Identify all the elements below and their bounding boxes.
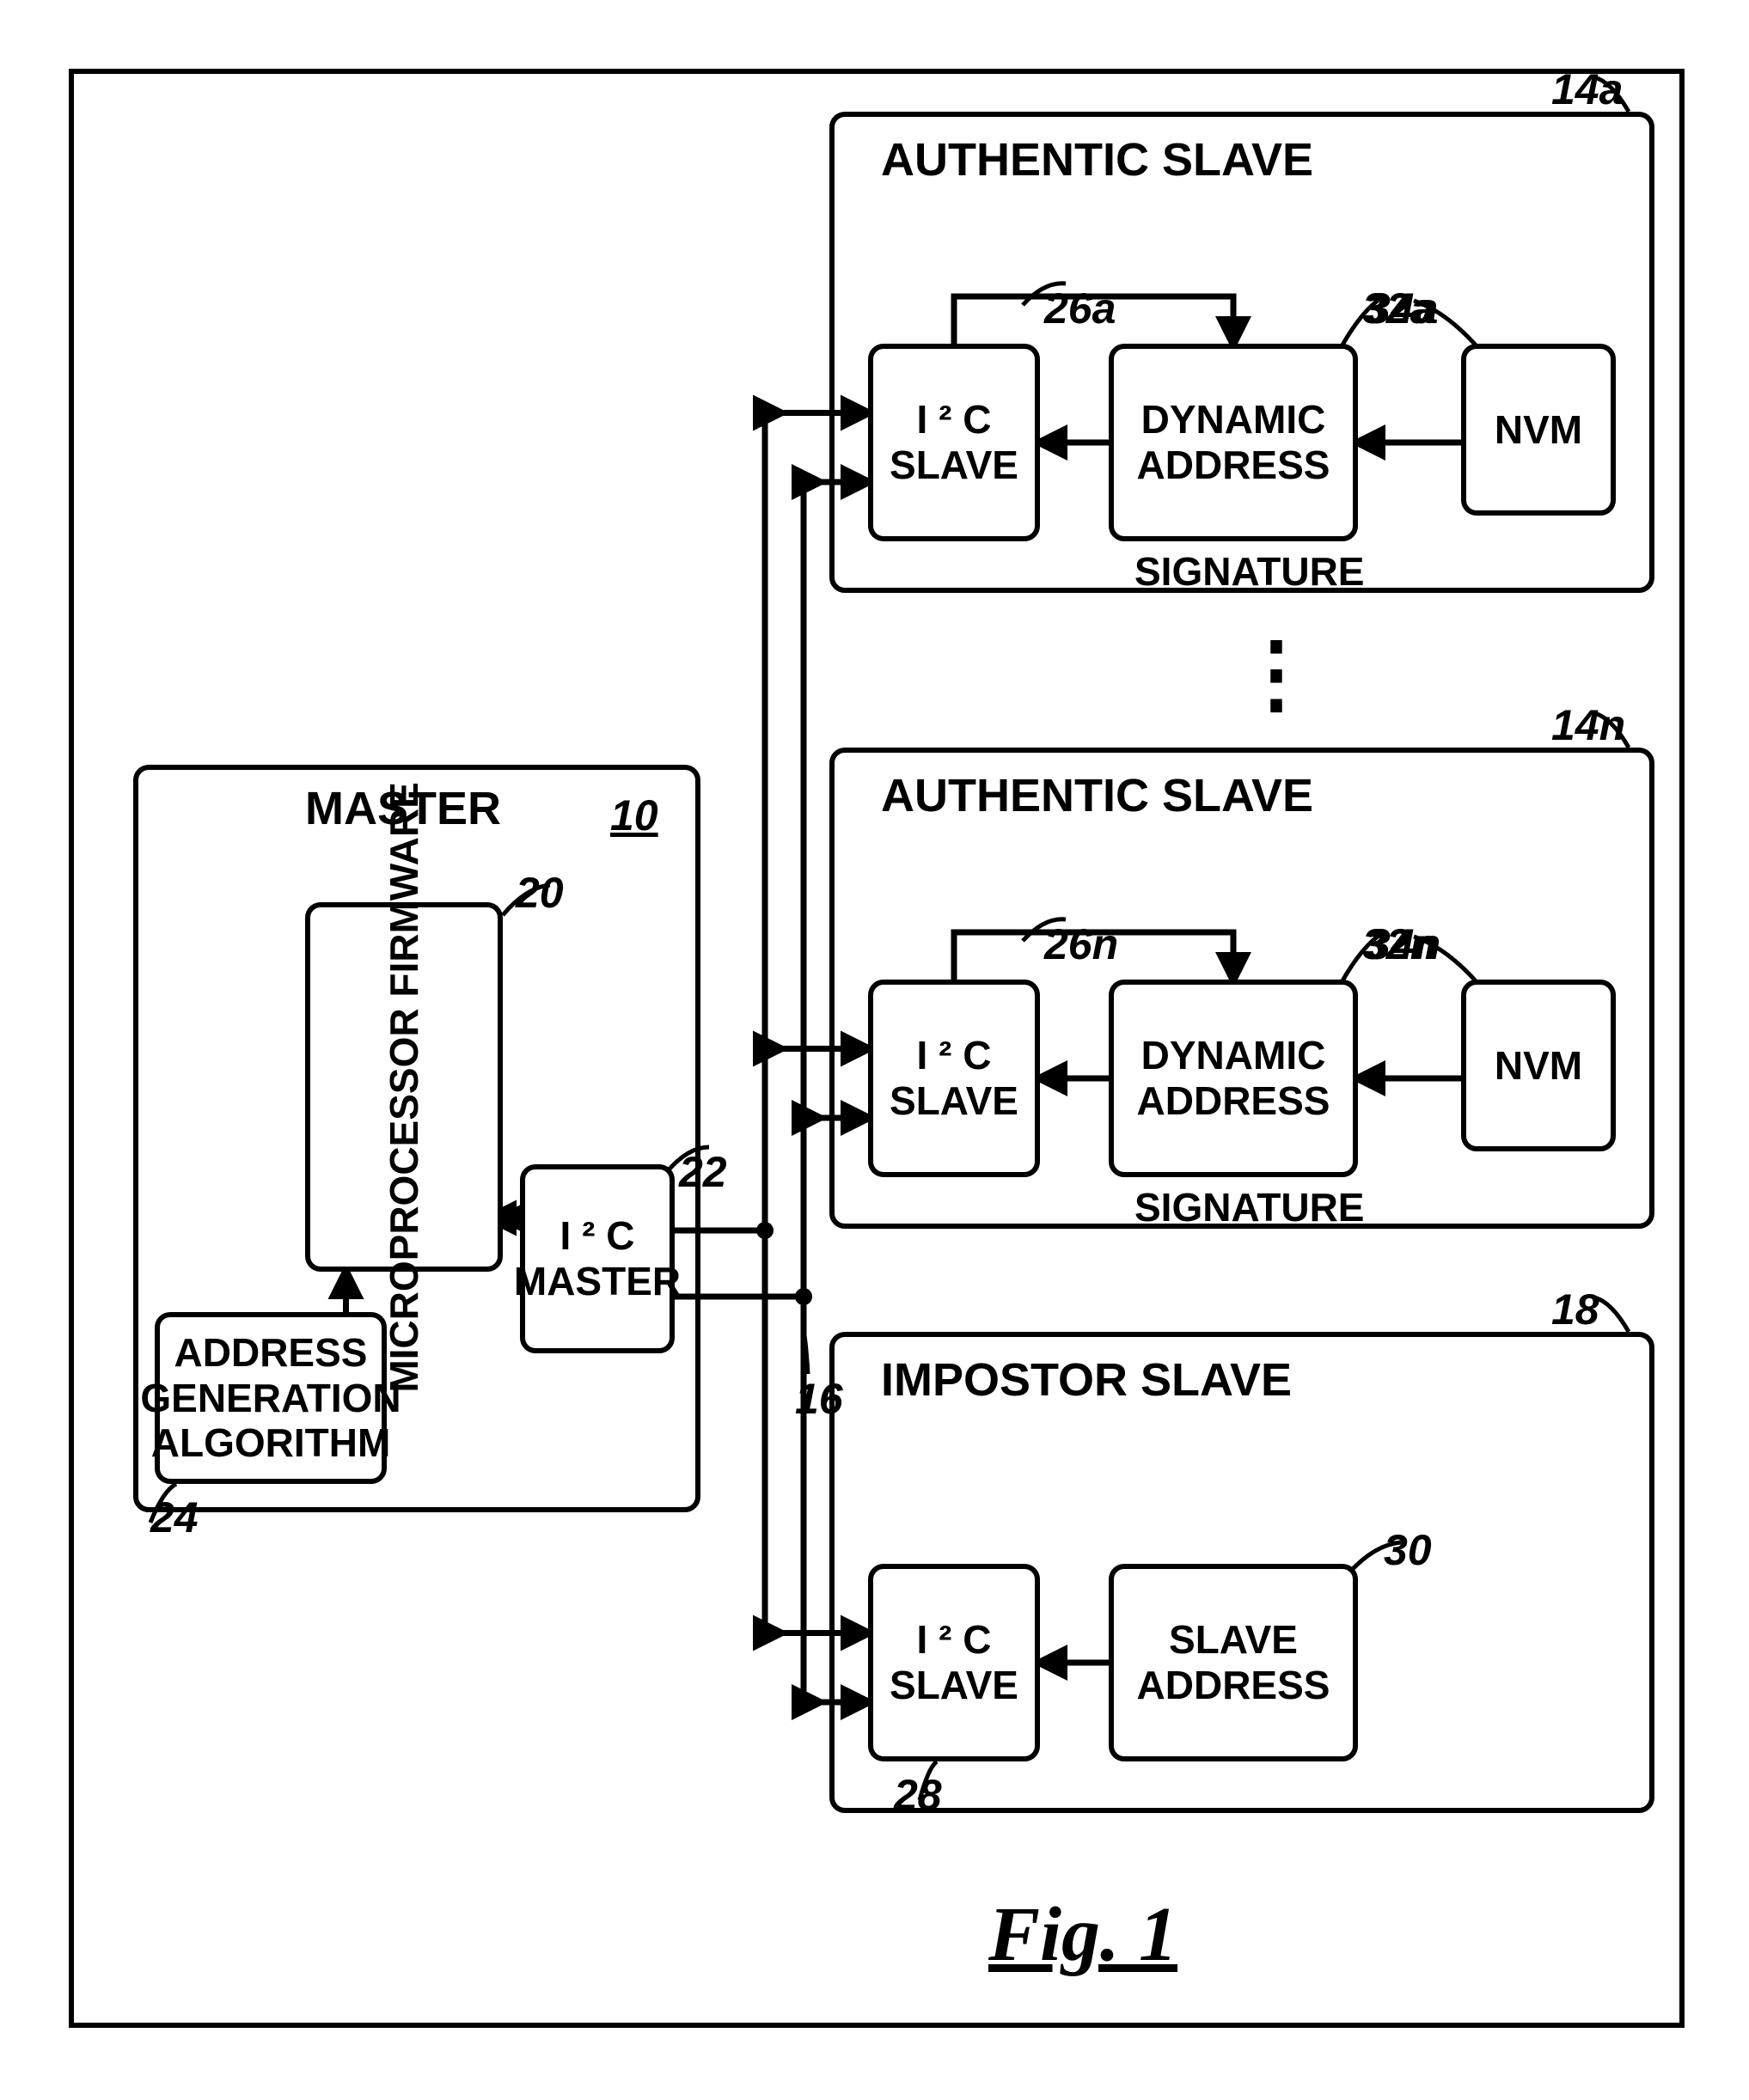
nvm-box: NVM	[1461, 344, 1616, 516]
dynamic-address-box: DYNAMIC ADDRESS	[1109, 344, 1358, 541]
ref-34n: 34n	[1367, 919, 1440, 969]
figure-label: Fig. 1	[988, 1890, 1177, 1979]
slave-address-box: SLAVE ADDRESS	[1109, 1564, 1358, 1761]
ref-26n: 26n	[1044, 919, 1118, 969]
ref-14a: 14a	[1551, 64, 1623, 114]
ref-10: 10	[610, 791, 658, 840]
signature-label: SIGNATURE	[1134, 1184, 1365, 1230]
authentic-title: AUTHENTIC SLAVE	[881, 133, 1313, 186]
ref-26a: 26a	[1044, 284, 1116, 333]
ref-24: 24	[150, 1493, 199, 1542]
i2c-slave-box: I ² C SLAVE	[868, 344, 1040, 541]
firmware-box: MICROPROCESSOR FIRMWARE	[305, 902, 503, 1272]
ref-28: 28	[894, 1770, 942, 1820]
ref-18: 18	[1551, 1285, 1599, 1334]
ref-20: 20	[516, 868, 564, 918]
dynamic-address-box: DYNAMIC ADDRESS	[1109, 980, 1358, 1177]
ref-34a: 34a	[1367, 284, 1438, 333]
i2c-master-box: I ² C MASTER	[520, 1164, 675, 1353]
nvm-box: NVM	[1461, 980, 1616, 1151]
signature-label: SIGNATURE	[1134, 548, 1365, 595]
i2c-slave-box: I ² C SLAVE	[868, 1564, 1040, 1761]
vertical-ellipsis: ⋮	[1233, 623, 1324, 723]
ref-22: 22	[679, 1147, 727, 1197]
ref-30: 30	[1384, 1525, 1432, 1575]
impostor-title: IMPOSTOR SLAVE	[881, 1353, 1292, 1407]
ref-14n: 14n	[1551, 700, 1625, 750]
i2c-slave-box: I ² C SLAVE	[868, 980, 1040, 1177]
authentic-title: AUTHENTIC SLAVE	[881, 769, 1313, 822]
algo-box: ADDRESS GENERATION ALGORITHM	[155, 1312, 387, 1484]
